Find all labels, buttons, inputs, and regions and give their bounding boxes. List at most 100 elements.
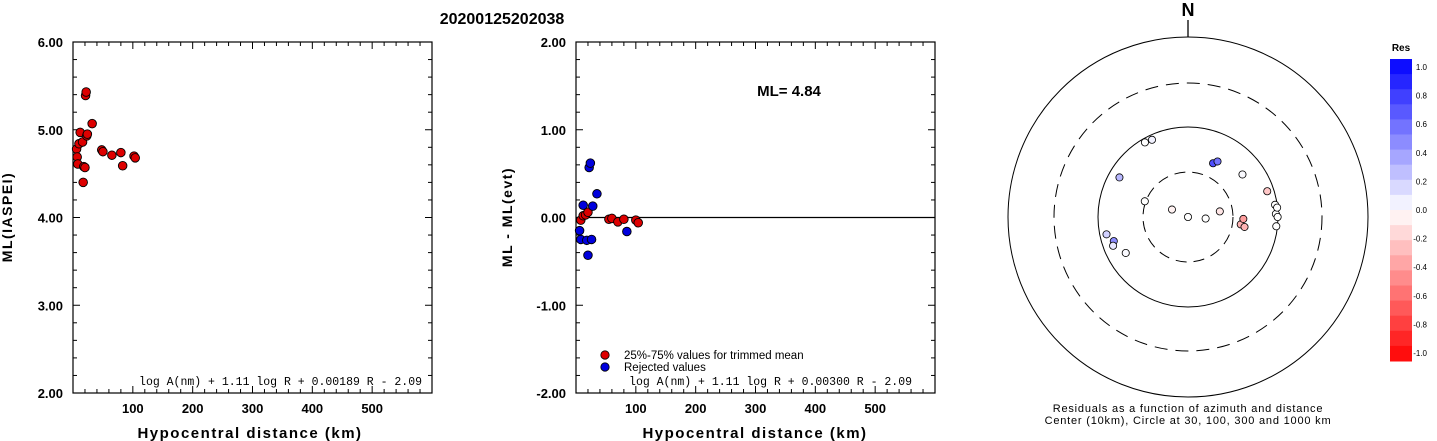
plot2-ytick-label: 0.00 [541, 211, 566, 226]
plot1-ytick-label: 2.00 [38, 386, 63, 401]
plot2-ml-annotation: ML= 4.84 [757, 83, 821, 100]
colorbar-cell [1390, 225, 1412, 241]
colorbar-cell [1390, 149, 1412, 166]
plot2-ytick-label: 2.00 [541, 35, 566, 50]
polar-caption-line1: Residuals as a function of azimuth and d… [1053, 403, 1324, 415]
colorbar-cell [1390, 134, 1412, 151]
colorbar-tick-label: -0.4 [1413, 263, 1427, 272]
plot1-xlabel: Hypocentral distance (km) [137, 425, 362, 441]
circle-30km [1142, 171, 1234, 263]
station-marker [1240, 222, 1249, 231]
station-markers [1102, 135, 1282, 257]
plot1-data-point [116, 147, 126, 158]
colorbar-cell [1390, 179, 1412, 196]
legend-red-marker [600, 350, 610, 360]
plot1-data-point [80, 162, 90, 173]
plot1-ylabel: ML(IASPEI) [0, 172, 15, 262]
plot1-formula: log A(nm) + 1.11 log R + 0.00189 R - 2.0… [139, 376, 422, 389]
colorbar-tick-label: 1.0 [1416, 63, 1428, 72]
legend-label-trimmed: 25%-75% values for trimmed mean [624, 350, 804, 362]
colorbar-cell [1390, 255, 1412, 271]
plot1-data-point [117, 160, 128, 171]
plot1-data-point [98, 146, 108, 157]
station-marker [1147, 135, 1156, 144]
plot1-data-point [107, 150, 117, 160]
station-marker [1140, 138, 1149, 147]
station-marker [1115, 173, 1124, 182]
plot1-xtick-label: 400 [301, 401, 323, 416]
colorbar-tick-label: 0.2 [1416, 177, 1428, 186]
station-marker [1215, 207, 1224, 216]
station-marker [1121, 248, 1130, 257]
plot1-ytick-label: 6.00 [38, 35, 63, 50]
plot1-points [71, 87, 140, 188]
colorbar-tick-labels: 1.0 0.8 0.6 0.4 0.2 0.0 -0.2 -0.4 -0.6 -0.8 -1.0 [1413, 63, 1427, 358]
plot2-legend: 25%-75% values for trimmed mean Rejected… [600, 350, 804, 374]
plot2-data-point [633, 218, 643, 228]
colorbar-cells [1390, 59, 1412, 362]
plot2-data-point [619, 214, 629, 225]
plot1-xtick-label: 300 [242, 401, 264, 416]
colorbar-tick-label: 0.6 [1416, 120, 1428, 129]
colorbar-cell [1390, 345, 1412, 362]
station-marker [1263, 187, 1272, 196]
plot2-axis-ticks: 100 200 300 400 500 -2.00 -1.00 0.00 1.00 2.00 [536, 35, 936, 416]
colorbar-tick-label: 0.8 [1416, 92, 1428, 101]
plot2-data-point [585, 158, 596, 168]
station-marker [1273, 203, 1282, 212]
colorbar-cell [1390, 285, 1412, 302]
colorbar-cell [1390, 240, 1412, 256]
plot1-data-point [78, 177, 88, 188]
plot1-ytick-label: 4.00 [38, 211, 63, 226]
panel-polar-residuals: N Residuals as a function of azimuth and… [1007, 0, 1369, 427]
plot2-data-point [622, 226, 632, 237]
plot1-data-point [81, 87, 91, 97]
plot2-data-point [574, 225, 585, 236]
plot1-data-point [130, 153, 140, 163]
colorbar-tick-label: -0.2 [1413, 235, 1427, 244]
plot2-xtick-label: 500 [864, 401, 886, 416]
colorbar-cell [1390, 89, 1412, 105]
plot2-points [574, 158, 643, 260]
plot2-formula: log A(nm) + 1.11 log R + 0.00300 R - 2.0… [629, 376, 912, 389]
plot2-xlabel: Hypocentral distance (km) [642, 425, 867, 441]
plot2-xtick-label: 100 [625, 401, 647, 416]
plot1-frame [72, 41, 433, 394]
station-marker [1167, 205, 1176, 214]
plot2-data-point [578, 200, 588, 210]
station-marker [1239, 214, 1248, 223]
station-marker [1273, 212, 1282, 221]
plot2-ylabel: ML - ML(evt) [499, 167, 515, 267]
plot1-xtick-label: 500 [361, 401, 383, 416]
colorbar-cell [1390, 104, 1412, 120]
plot2-ytick-label: 1.00 [541, 123, 566, 138]
colorbar-tick-label: -1.0 [1413, 349, 1427, 358]
plot2-data-point [588, 201, 598, 211]
circle-1000km [1007, 36, 1369, 398]
plot1-xtick-label: 200 [182, 401, 204, 416]
plot2-data-point [592, 189, 602, 199]
plot2-xtick-label: 300 [745, 401, 767, 416]
plot1-data-point [82, 129, 93, 139]
plot2-ytick-label: -2.00 [536, 386, 566, 401]
plot1-axis-ticks: 100 200 300 400 500 2.00 3.00 4.00 5.00 6.00 [38, 35, 433, 416]
plot2-ytick-label: -1.00 [536, 298, 566, 313]
station-marker [1238, 170, 1247, 179]
colorbar-cell [1390, 164, 1412, 181]
colorbar-tick-label: 0.4 [1416, 149, 1428, 158]
plot1-ytick-label: 3.00 [38, 298, 63, 313]
plot2-xtick-label: 200 [685, 401, 707, 416]
station-marker [1184, 212, 1193, 221]
plot1-data-point [87, 118, 97, 129]
colorbar-cell [1390, 194, 1412, 211]
legend-label-rejected: Rejected values [624, 362, 706, 374]
plot2-data-point [583, 250, 593, 260]
plot1-ytick-label: 5.00 [38, 123, 63, 138]
colorbar-cell [1390, 315, 1412, 332]
station-marker [1140, 197, 1149, 206]
station-marker [1213, 157, 1222, 166]
legend-blue-marker [600, 362, 610, 372]
panel-ml-vs-distance: 100 200 300 400 500 2.00 3.00 4.00 5.00 6.00 Hypo… [0, 35, 433, 441]
colorbar-cell [1390, 74, 1412, 90]
